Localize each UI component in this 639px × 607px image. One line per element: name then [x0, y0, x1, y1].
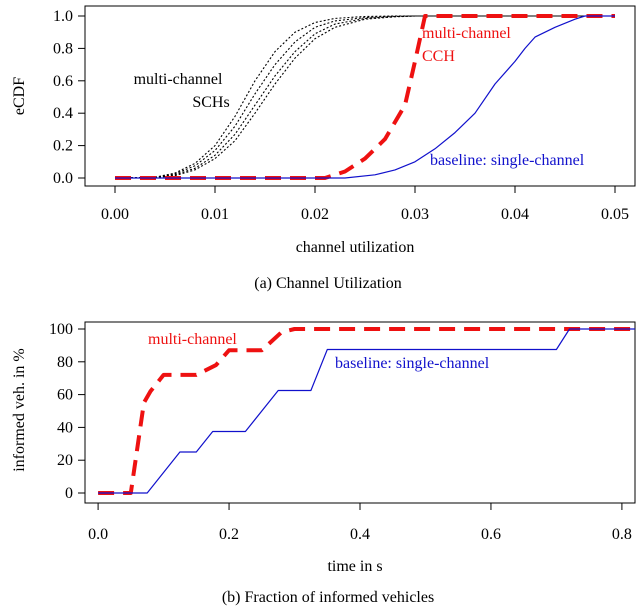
- annotation-baseline-b: baseline: single-channel: [335, 355, 490, 372]
- y-ticks-a: 0.0 0.2 0.4 0.6 0.8 1.0: [53, 8, 85, 187]
- y-tick-label: 20: [57, 452, 73, 469]
- x-axis-label-a: channel utilization: [296, 239, 415, 256]
- series-line-sch4: [114, 15, 615, 179]
- y-ticks-b: 0 20 40 60 80 100: [49, 321, 85, 502]
- series-a: [114, 14, 615, 180]
- annotation-sch-line1: multi-channel: [134, 71, 223, 88]
- x-tick-label: 0.01: [201, 206, 229, 223]
- annotation-baseline-a: baseline: single-channel: [430, 152, 585, 169]
- annotation-multi-b: multi-channel: [148, 331, 237, 348]
- chart-channel-utilization: 0.00 0.01 0.02 0.03 0.04 0.05 0.0 0.2 0.4 0.6 0.8…: [11, 5, 636, 292]
- series-line-sch2: [114, 15, 615, 179]
- y-tick-label: 100: [49, 321, 73, 338]
- y-tick-label: 0.8: [53, 40, 73, 57]
- series-line-baseline: [98, 328, 635, 494]
- annotation-sch-line2: SCHs: [192, 94, 229, 111]
- x-axis-label-b: time in s: [327, 558, 382, 575]
- y-tick-label: 0.4: [53, 105, 73, 122]
- y-tick-label: 0.6: [53, 73, 73, 90]
- x-tick-label: 0.05: [601, 206, 629, 223]
- x-ticks-a: 0.00 0.01 0.02 0.03 0.04 0.05: [101, 186, 629, 223]
- x-ticks-b: 0.0 0.2 0.4 0.6 0.8: [88, 503, 632, 543]
- x-tick-label: 0.00: [101, 206, 129, 223]
- series-line-sch3: [114, 15, 615, 179]
- y-axis-label-b: informed veh. in %: [11, 348, 28, 472]
- series-line-sch1: [114, 15, 615, 179]
- series-b: [98, 327, 635, 495]
- x-tick-label: 0.0: [88, 526, 108, 543]
- y-tick-label: 0.2: [53, 138, 73, 155]
- chart-informed-vehicles: 0.0 0.2 0.4 0.6 0.8 0 20 40 60 80 100 time in s i…: [11, 321, 636, 606]
- x-tick-label: 0.02: [301, 206, 329, 223]
- caption-b: (b) Fraction of informed vehicles: [222, 589, 434, 606]
- x-tick-label: 0.6: [481, 526, 501, 543]
- plot-frame-a: [84, 5, 636, 187]
- series-line-cch: [115, 14, 615, 180]
- y-tick-label: 40: [57, 419, 73, 436]
- x-tick-label: 0.04: [501, 206, 529, 223]
- x-tick-label: 0.4: [350, 526, 370, 543]
- x-tick-label: 0.8: [612, 526, 632, 543]
- series-line-multi: [98, 327, 635, 495]
- series-line-baseline: [115, 15, 615, 179]
- y-axis-label-a: eCDF: [11, 77, 28, 115]
- y-tick-label: 0.0: [53, 170, 73, 187]
- annotation-cch-line2: CCH: [422, 48, 455, 65]
- y-tick-label: 1.0: [53, 8, 73, 25]
- y-tick-label: 80: [57, 354, 73, 371]
- x-tick-label: 0.2: [219, 526, 239, 543]
- y-tick-label: 60: [57, 387, 73, 404]
- caption-a: (a) Channel Utilization: [254, 275, 402, 292]
- annotation-cch-line1: multi-channel: [422, 25, 511, 42]
- x-tick-label: 0.03: [401, 206, 429, 223]
- y-tick-label: 0: [65, 485, 73, 502]
